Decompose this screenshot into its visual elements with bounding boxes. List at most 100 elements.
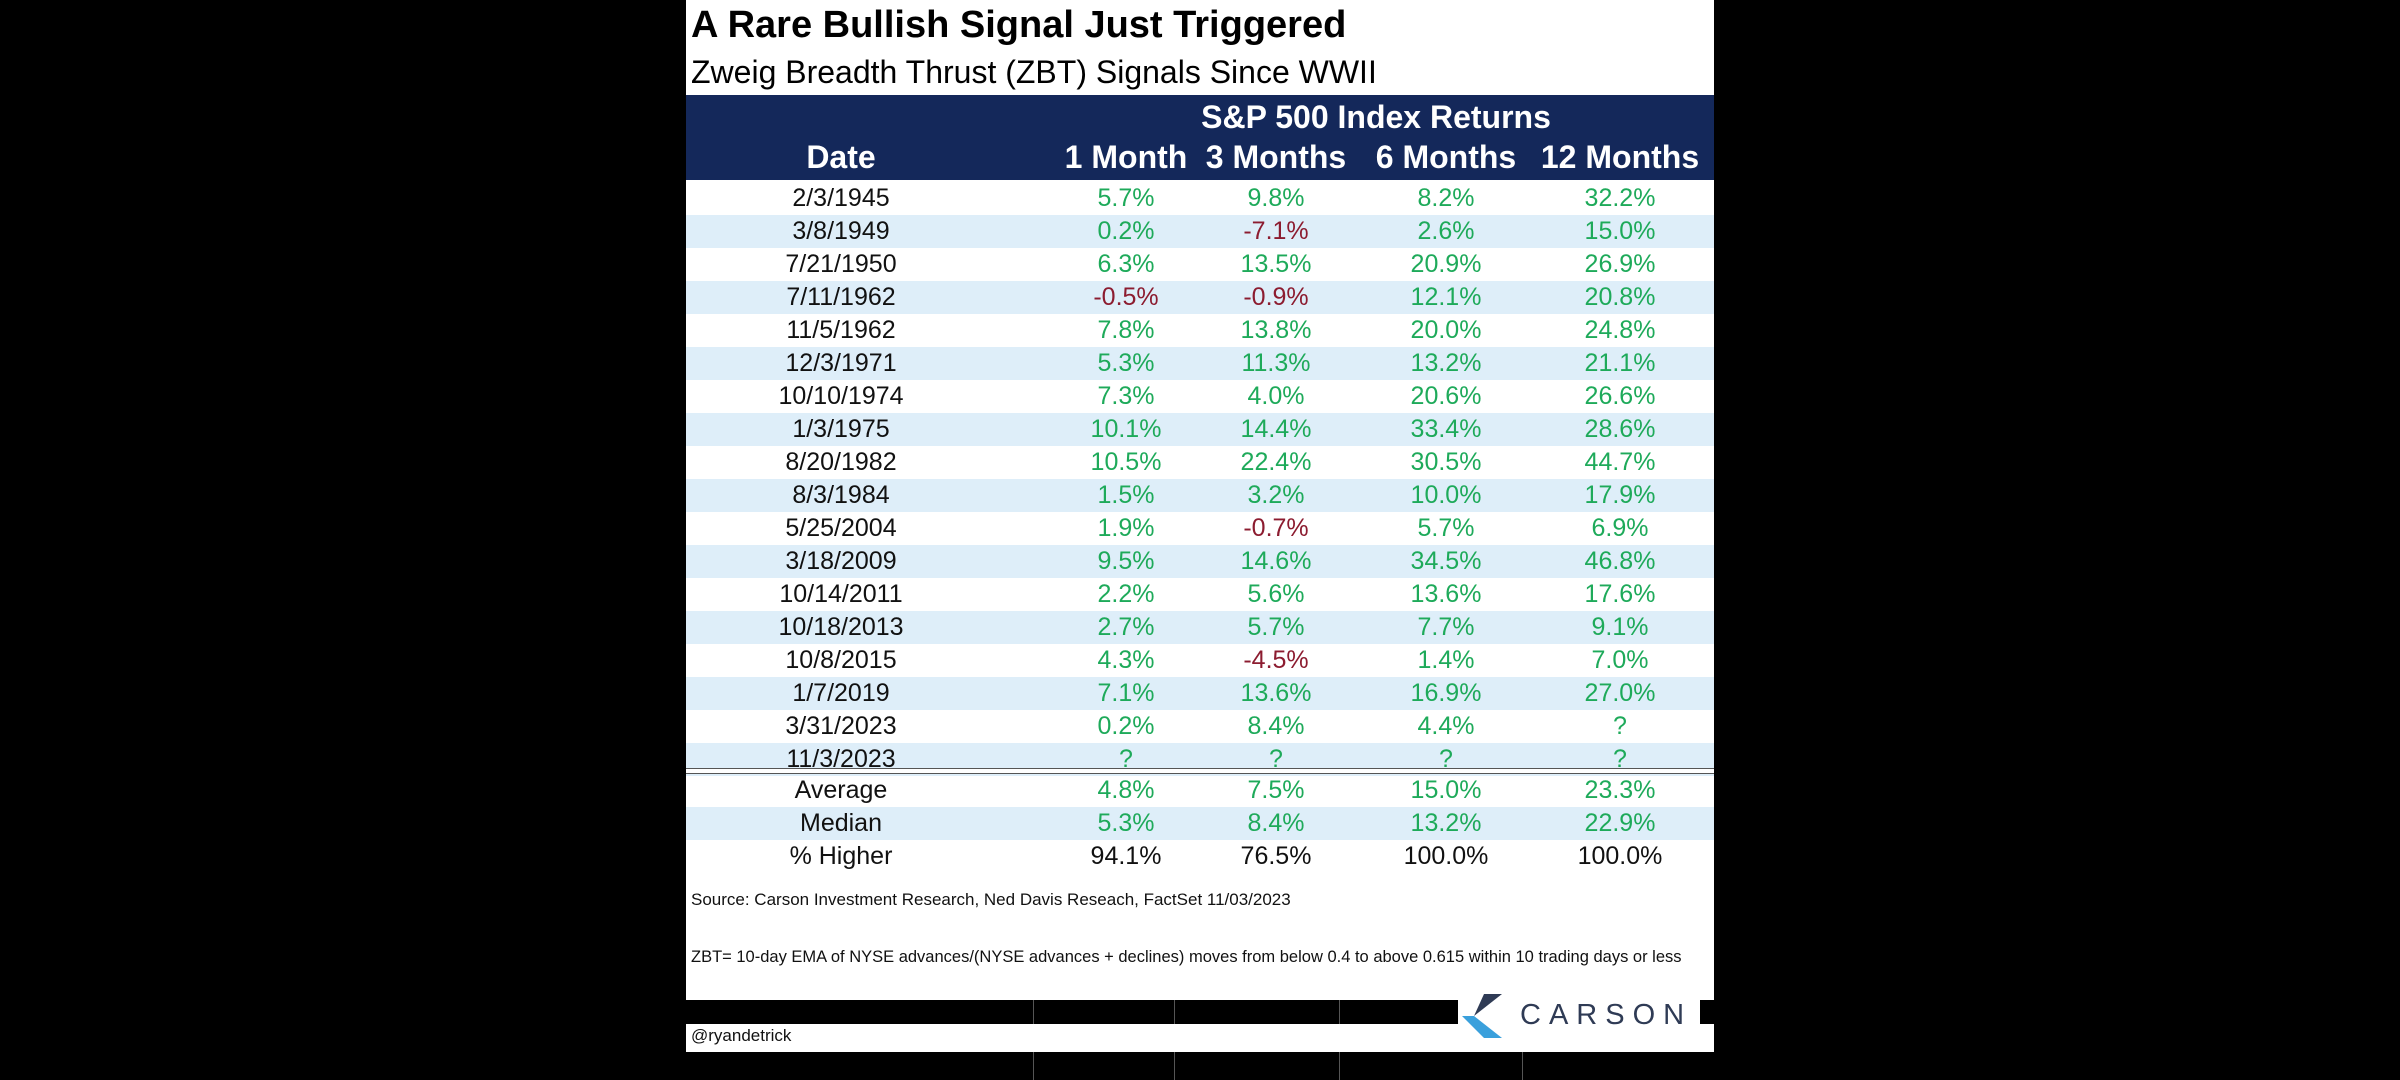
table-row: 12/3/1971 5.3% 11.3% 13.2% 21.1% bbox=[686, 347, 1714, 380]
cell-12-months: 15.0% bbox=[1584, 217, 1656, 245]
chart-subtitle: Zweig Breadth Thrust (ZBT) Signals Since… bbox=[691, 54, 1377, 90]
cell-3-months: -7.1% bbox=[1243, 217, 1309, 245]
cell-date: 8/3/1984 bbox=[792, 481, 890, 509]
cell-3-months: 13.8% bbox=[1240, 316, 1312, 344]
table-row: 3/18/2009 9.5% 14.6% 34.5% 46.8% bbox=[686, 545, 1714, 578]
cell-date: 3/18/2009 bbox=[785, 547, 897, 575]
cell-1-month: -0.5% bbox=[1093, 283, 1159, 311]
table-row: 8/20/1982 10.5% 22.4% 30.5% 44.7% bbox=[686, 446, 1714, 479]
cell-6-months: 4.4% bbox=[1417, 712, 1475, 740]
cell-1-month: 2.2% bbox=[1097, 580, 1155, 608]
cell-12-months: 44.7% bbox=[1584, 448, 1656, 476]
cell-1-month: 7.8% bbox=[1097, 316, 1155, 344]
summary-label: Average bbox=[794, 776, 888, 804]
column-header-1-month: 1 Month bbox=[1064, 139, 1188, 175]
table-row: 10/14/2011 2.2% 5.6% 13.6% 17.6% bbox=[686, 578, 1714, 611]
table-row: 3/8/1949 0.2% -7.1% 2.6% 15.0% bbox=[686, 215, 1714, 248]
cell-1-month: 9.5% bbox=[1097, 547, 1155, 575]
cell-date: 1/3/1975 bbox=[792, 415, 890, 443]
table-row: 2/3/1945 5.7% 9.8% 8.2% 32.2% bbox=[686, 182, 1714, 215]
cell-6-months: 16.9% bbox=[1410, 679, 1482, 707]
cell-6-months: 13.6% bbox=[1410, 580, 1482, 608]
footer-separator bbox=[1174, 1000, 1175, 1024]
footer-separator bbox=[1174, 1052, 1175, 1080]
cell-date: 7/21/1950 bbox=[785, 250, 897, 278]
table-row: 3/31/2023 0.2% 8.4% 4.4%? bbox=[686, 710, 1714, 743]
cell-6-months: 13.2% bbox=[1410, 349, 1482, 377]
summary-cell-6-months: 100.0% bbox=[1403, 842, 1489, 870]
summary-cell-6-months: 13.2% bbox=[1410, 809, 1482, 837]
chart-card: A Rare Bullish Signal Just Triggered Zwe… bbox=[686, 0, 1714, 1080]
cell-date: 8/20/1982 bbox=[785, 448, 897, 476]
cell-date: 3/8/1949 bbox=[792, 217, 890, 245]
cell-date: 10/18/2013 bbox=[778, 613, 904, 641]
cell-3-months: 13.5% bbox=[1240, 250, 1312, 278]
cell-1-month: ? bbox=[1119, 745, 1133, 773]
group-header: S&P 500 Index Returns bbox=[1201, 99, 1551, 135]
cell-3-months: 9.8% bbox=[1247, 184, 1305, 212]
cell-3-months: 4.0% bbox=[1247, 382, 1305, 410]
cell-6-months: 30.5% bbox=[1410, 448, 1482, 476]
cell-3-months: 5.7% bbox=[1247, 613, 1305, 641]
summary-label: Median bbox=[800, 809, 882, 837]
cell-1-month: 0.2% bbox=[1097, 712, 1155, 740]
summary-cell-12-months: 22.9% bbox=[1584, 809, 1656, 837]
table-row: 1/7/2019 7.1% 13.6% 16.9% 27.0% bbox=[686, 677, 1714, 710]
table-row: 5/25/2004 1.9% -0.7% 5.7% 6.9% bbox=[686, 512, 1714, 545]
cell-1-month: 5.3% bbox=[1097, 349, 1155, 377]
cell-1-month: 1.9% bbox=[1097, 514, 1155, 542]
cell-3-months: 22.4% bbox=[1240, 448, 1312, 476]
footer-separator bbox=[1033, 1052, 1034, 1080]
column-header-date: Date bbox=[806, 139, 876, 175]
cell-1-month: 2.7% bbox=[1097, 613, 1155, 641]
summary-cell-12-months: 23.3% bbox=[1584, 776, 1656, 804]
cell-12-months: 9.1% bbox=[1591, 613, 1649, 641]
cell-date: 12/3/1971 bbox=[785, 349, 897, 377]
cell-1-month: 1.5% bbox=[1097, 481, 1155, 509]
cell-12-months: 7.0% bbox=[1591, 646, 1649, 674]
summary-label: % Higher bbox=[789, 842, 893, 870]
cell-date: 7/11/1962 bbox=[786, 283, 896, 311]
cell-6-months: 7.7% bbox=[1417, 613, 1475, 641]
cell-date: 10/8/2015 bbox=[785, 646, 897, 674]
source-note: Source: Carson Investment Research, Ned … bbox=[691, 890, 1291, 909]
footer-separator bbox=[1522, 1052, 1523, 1080]
cell-1-month: 0.2% bbox=[1097, 217, 1155, 245]
cell-12-months: 17.6% bbox=[1584, 580, 1656, 608]
summary-cell-1-month: 94.1% bbox=[1090, 842, 1162, 870]
column-header-12-months: 12 Months bbox=[1540, 139, 1700, 175]
cell-3-months: 8.4% bbox=[1247, 712, 1305, 740]
cell-12-months: 46.8% bbox=[1584, 547, 1656, 575]
cell-6-months: 34.5% bbox=[1410, 547, 1482, 575]
cell-1-month: 7.3% bbox=[1097, 382, 1155, 410]
cell-12-months: 28.6% bbox=[1584, 415, 1656, 443]
cell-12-months: 20.8% bbox=[1584, 283, 1656, 311]
summary-cell-1-month: 4.8% bbox=[1097, 776, 1155, 804]
cell-3-months: ? bbox=[1269, 745, 1283, 773]
chart-title: A Rare Bullish Signal Just Triggered bbox=[691, 4, 1347, 46]
summary-cell-3-months: 7.5% bbox=[1247, 776, 1305, 804]
summary-row: % Higher 94.1% 76.5% 100.0% 100.0% bbox=[686, 840, 1714, 873]
table-row: 8/3/1984 1.5% 3.2% 10.0% 17.9% bbox=[686, 479, 1714, 512]
cell-12-months: 24.8% bbox=[1584, 316, 1656, 344]
table-row: 10/10/1974 7.3% 4.0% 20.6% 26.6% bbox=[686, 380, 1714, 413]
cell-12-months: 17.9% bbox=[1584, 481, 1656, 509]
summary-cell-3-months: 8.4% bbox=[1247, 809, 1305, 837]
summary-cell-12-months: 100.0% bbox=[1577, 842, 1663, 870]
cell-1-month: 10.1% bbox=[1090, 415, 1162, 443]
cell-date: 11/5/1962 bbox=[786, 316, 896, 344]
cell-6-months: 8.2% bbox=[1417, 184, 1475, 212]
column-header-3-months: 3 Months bbox=[1205, 139, 1347, 175]
cell-date: 3/31/2023 bbox=[785, 712, 897, 740]
carson-logo: CARSON bbox=[1458, 992, 1700, 1040]
footer-separator bbox=[1033, 1000, 1034, 1024]
cell-3-months: 14.6% bbox=[1240, 547, 1312, 575]
cell-12-months: 26.6% bbox=[1584, 382, 1656, 410]
cell-6-months: 10.0% bbox=[1410, 481, 1482, 509]
table-row: 10/8/2015 4.3% -4.5% 1.4% 7.0% bbox=[686, 644, 1714, 677]
cell-3-months: -4.5% bbox=[1243, 646, 1309, 674]
cell-1-month: 4.3% bbox=[1097, 646, 1155, 674]
cell-12-months: ? bbox=[1613, 745, 1627, 773]
cell-3-months: -0.7% bbox=[1243, 514, 1309, 542]
cell-12-months: 26.9% bbox=[1584, 250, 1656, 278]
